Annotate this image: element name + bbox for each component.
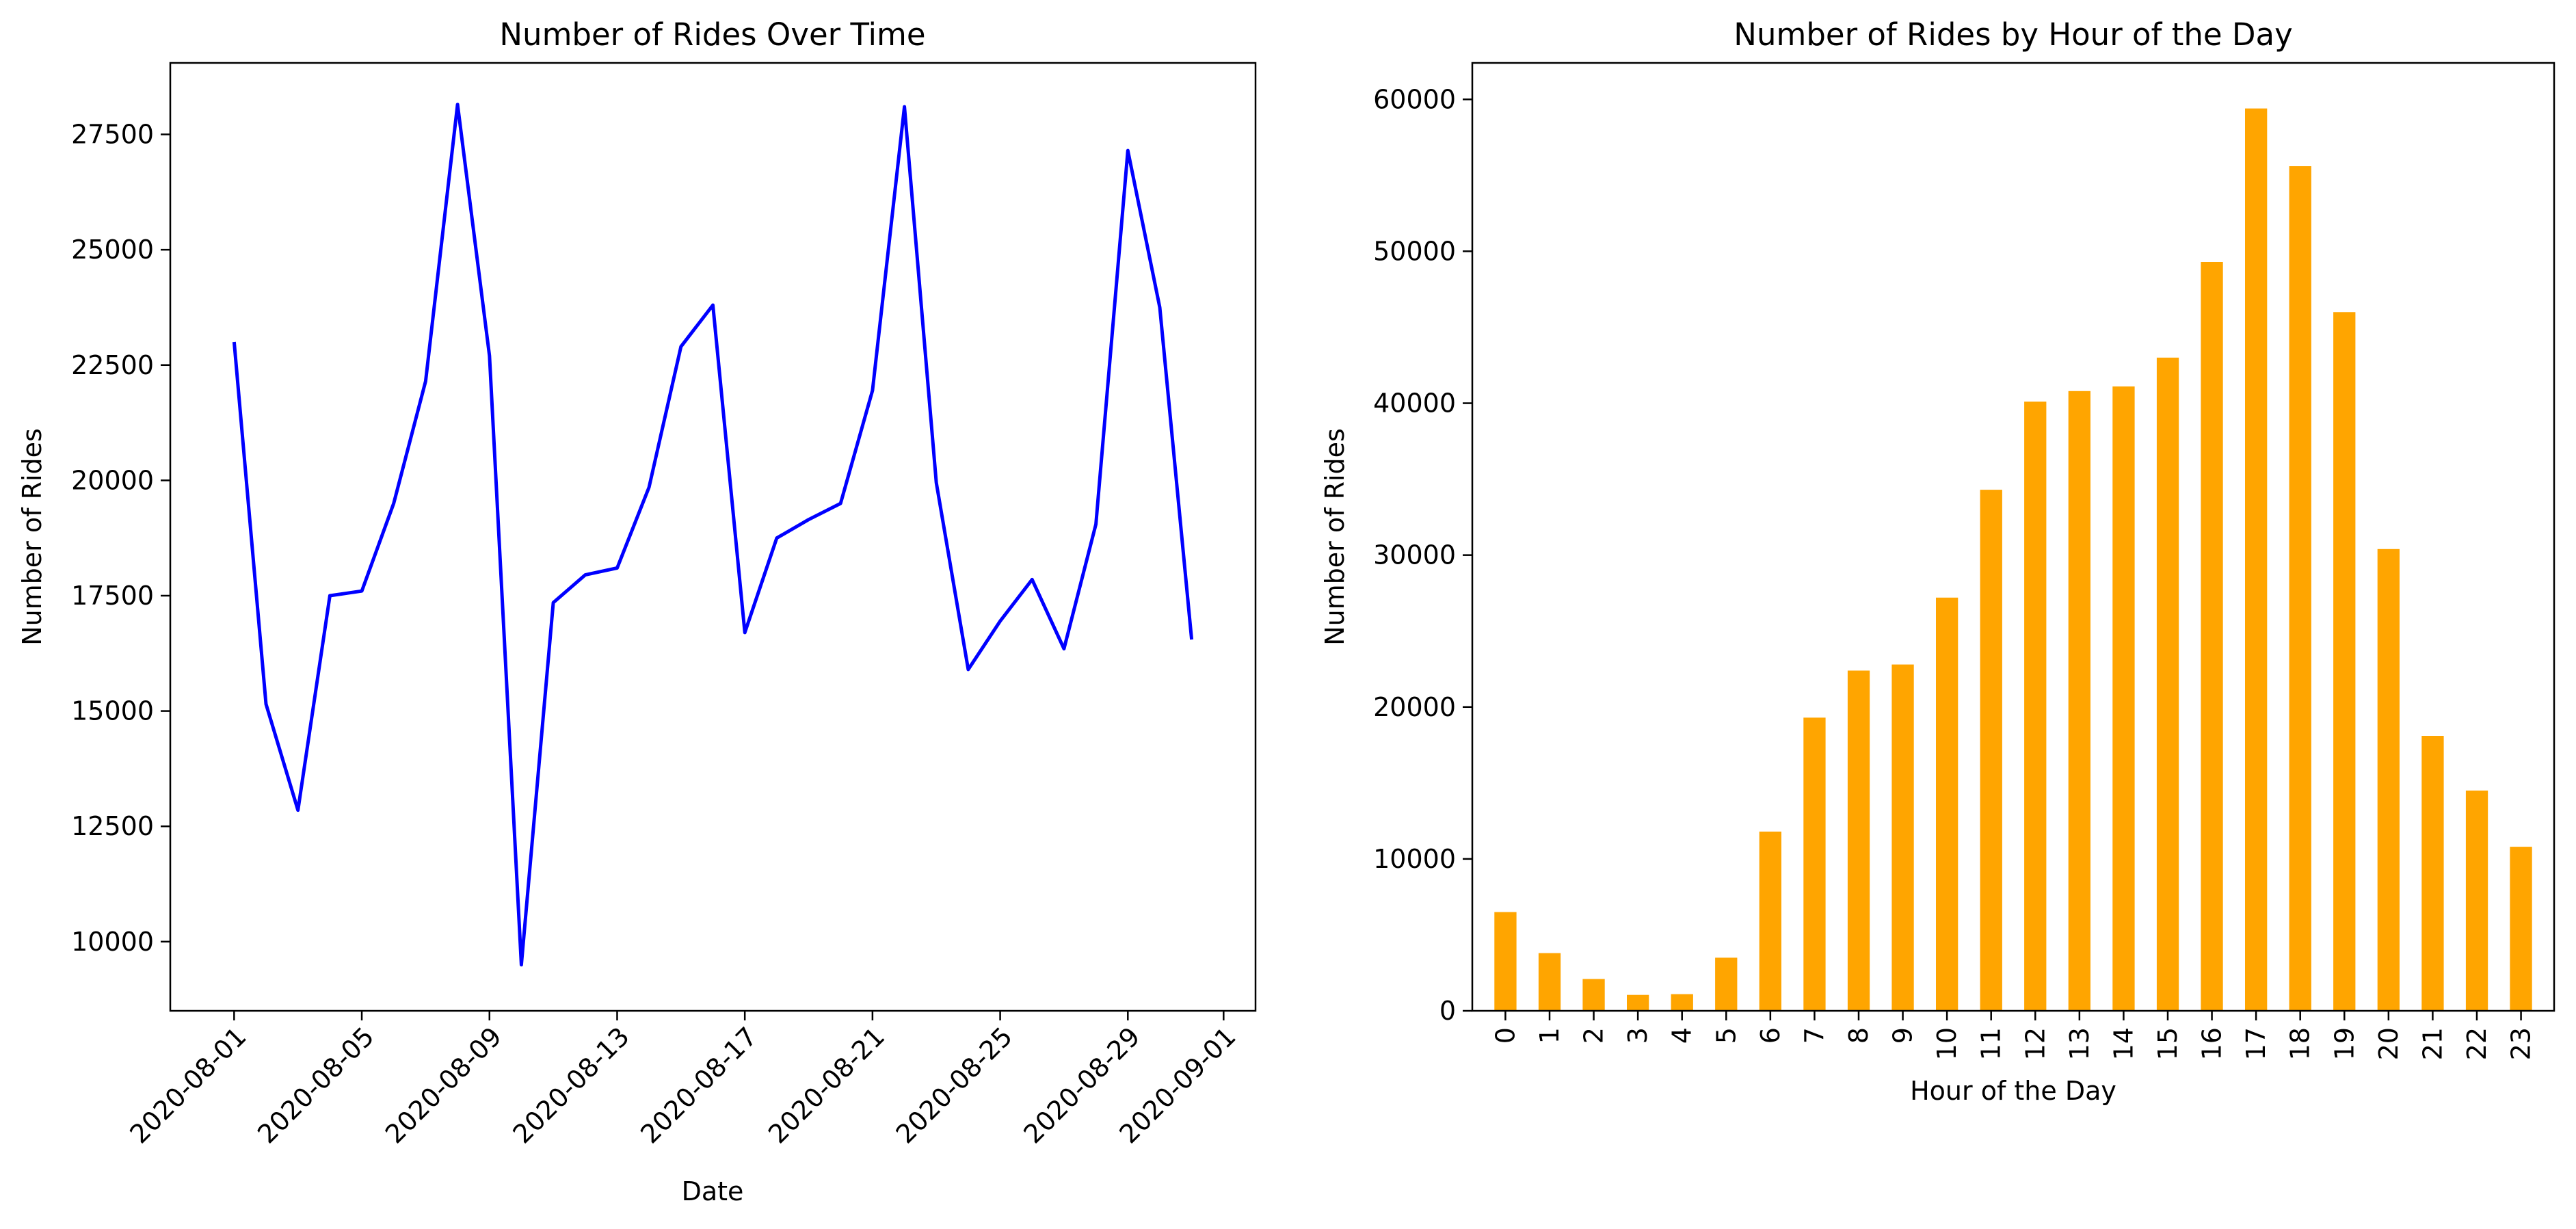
bar-hour-20 [2377,549,2400,1011]
bar-hour-13 [2068,391,2090,1011]
bar-chart-x-ticks: 0 1 2 3 4 5 6 7 8 9 10 11 12 13 14 15 16 17 18 19 20 21 22 23 [1490,1011,2536,1060]
bar-hour-7 [1803,717,1826,1011]
bar-chart-x-tick-label: 16 [2197,1027,2227,1060]
bar-chart-x-tick-label: 8 [1844,1027,1874,1044]
bar-hour-0 [1494,912,1517,1011]
bar-chart-x-tick-label: 21 [2417,1027,2447,1060]
bar-hour-5 [1715,957,1738,1011]
bar-chart: Number of Rides by Hour of the Day 01000… [1320,16,2555,1106]
bar-hour-4 [1671,994,1693,1011]
bar-hour-14 [2112,386,2135,1011]
bar-hour-6 [1759,831,1781,1011]
line-chart-y-tick-label: 20000 [71,465,154,495]
line-chart-y-tick-label: 10000 [71,927,154,957]
bar-hour-23 [2510,847,2532,1011]
bar-hour-15 [2156,357,2179,1011]
bar-hour-18 [2289,166,2311,1011]
bar-chart-y-tick-label: 50000 [1373,236,1456,266]
bar-chart-frame [1471,62,2555,1012]
bar-chart-x-label: Hour of the Day [1910,1076,2116,1106]
bar-hour-1 [1538,953,1561,1011]
line-chart-y-tick-label: 25000 [71,235,154,265]
bar-chart-x-tick-label: 6 [1755,1027,1785,1044]
line-chart-y-label: Number of Rides [17,428,47,646]
bar-chart-y-ticks: 0 10000 20000 30000 40000 50000 60000 [1373,84,1472,1026]
bar-chart-y-tick-label: 20000 [1373,692,1456,722]
line-series [232,103,1194,967]
bar-hour-2 [1582,979,1605,1011]
bar-chart-x-tick-label: 10 [1932,1027,1962,1060]
bar-chart-x-tick-label: 9 [1888,1027,1918,1044]
bar-chart-x-tick-label: 22 [2462,1027,2492,1060]
bar-chart-x-tick-label: 14 [2108,1027,2138,1060]
bar-chart-x-tick-label: 20 [2374,1027,2404,1060]
line-chart-y-ticks: 10000 12500 15000 17500 20000 22500 25000 27500 [71,120,170,957]
bar-chart-y-tick-label: 0 [1439,996,1456,1026]
bar-hour-12 [2024,401,2047,1011]
bar-chart-x-tick-label: 1 [1535,1027,1565,1044]
bar-chart-x-tick-label: 12 [2020,1027,2050,1060]
bar-chart-y-tick-label: 10000 [1373,844,1456,874]
bar-chart-y-tick-label: 40000 [1373,388,1456,419]
bar-chart-x-tick-label: 15 [2153,1027,2183,1060]
bar-hour-16 [2201,262,2223,1011]
bar-hour-9 [1891,664,1914,1011]
line-chart-y-tick-label: 17500 [71,581,154,611]
line-chart-title: Number of Rides Over Time [499,16,925,53]
bar-hour-17 [2245,108,2268,1012]
bar-chart-y-label: Number of Rides [1320,428,1350,646]
bar-chart-x-tick-label: 3 [1623,1027,1653,1044]
line-chart-frame [169,62,1257,1012]
line-chart-y-tick-label: 27500 [71,120,154,150]
bar-chart-x-tick-label: 11 [1976,1027,2006,1060]
bar-hour-3 [1627,994,1649,1011]
bar-hour-19 [2333,312,2356,1011]
bar-chart-x-tick-label: 18 [2285,1027,2315,1060]
line-chart-y-tick-label: 22500 [71,350,154,380]
bar-chart-x-tick-label: 23 [2506,1027,2536,1060]
line-chart-y-tick-label: 15000 [71,696,154,726]
bar-hour-21 [2421,736,2444,1011]
bar-chart-y-tick-label: 60000 [1373,84,1456,114]
bar-chart-x-tick-label: 5 [1711,1027,1741,1044]
bar-chart-x-tick-label: 2 [1579,1027,1609,1044]
line-chart-x-label: Date [682,1176,744,1206]
line-chart-y-tick-label: 12500 [71,811,154,841]
bar-chart-x-tick-label: 17 [2241,1027,2271,1060]
bar-hour-8 [1847,670,1870,1011]
bar-chart-y-tick-label: 30000 [1373,540,1456,570]
bar-hour-10 [1936,597,1958,1011]
bar-chart-title: Number of Rides by Hour of the Day [1734,16,2292,53]
bar-chart-bars [1494,108,2532,1012]
bar-hour-11 [1980,490,2002,1011]
bar-hour-22 [2465,790,2488,1011]
bar-chart-x-tick-label: 7 [1799,1027,1829,1044]
bar-chart-x-tick-label: 19 [2329,1027,2359,1060]
bar-chart-x-tick-label: 4 [1667,1027,1697,1044]
bar-chart-x-tick-label: 0 [1490,1027,1520,1044]
bar-chart-x-tick-label: 13 [2064,1027,2095,1060]
